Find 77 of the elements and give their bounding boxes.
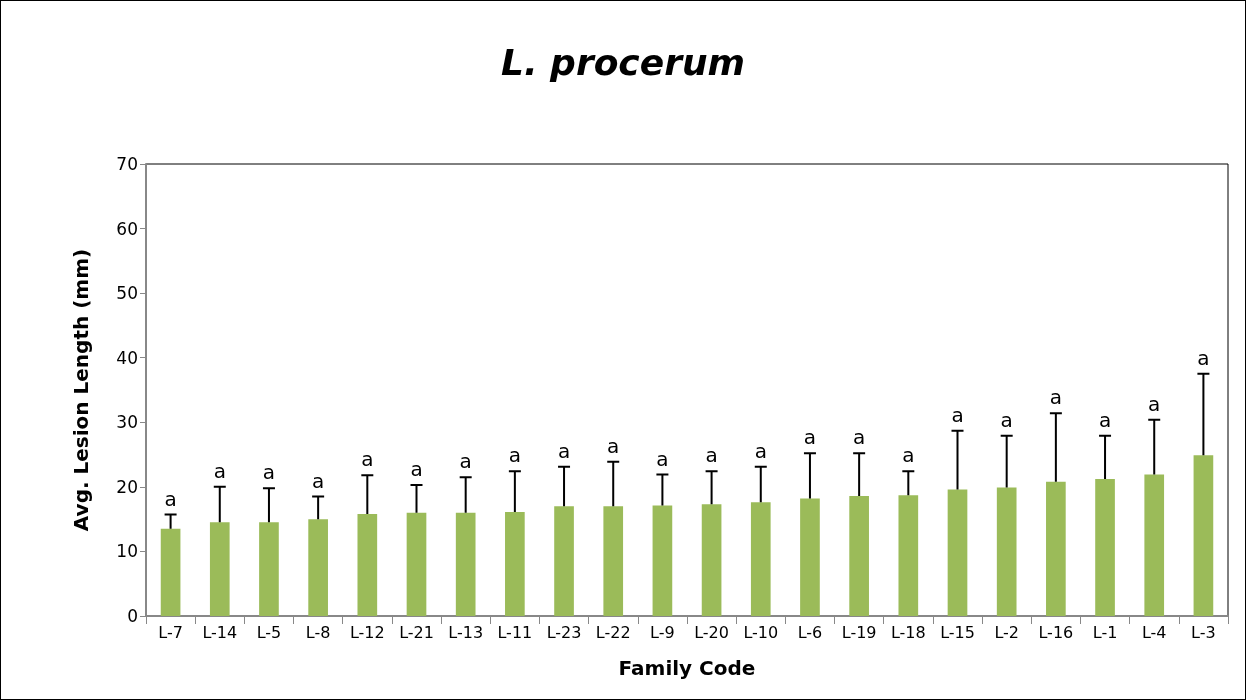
bar [308,519,328,616]
bar [1046,481,1066,616]
bar [996,487,1017,616]
annotation: a [262,460,276,485]
bar [1193,455,1214,616]
x-tick-label: L-14 [202,622,238,642]
bar [259,522,279,616]
annotation: a [853,425,866,450]
annotation: a [410,456,423,481]
annotation: a [607,433,620,458]
annotation: a [508,443,521,468]
x-tick-label: L-5 [256,622,282,642]
bar [1095,479,1115,616]
x-tick-label: L-8 [305,622,331,642]
annotation: a [902,443,915,468]
y-tick-label: 30 [116,412,138,433]
bar [160,528,181,616]
annotation: a [164,486,177,511]
annotation: a [1148,391,1161,416]
y-tick-label: 40 [116,347,138,368]
x-tick-label: L-16 [1038,622,1074,642]
bar [209,522,230,616]
bar [652,505,673,616]
annotation: a [1197,345,1210,370]
x-tick-label: L-15 [940,622,975,642]
x-tick-label: L-6 [797,622,823,642]
chart-title: L. procerum [500,41,746,83]
x-tick-label: L-3 [1191,622,1216,642]
x-tick-label: L-11 [497,622,533,642]
x-tick-label: L-7 [158,622,183,642]
bar [898,495,919,616]
x-tick-label: L-23 [546,622,582,642]
x-tick-label: L-9 [650,622,675,642]
bar [603,506,624,616]
bar [505,512,525,616]
annotation: a [1098,407,1112,432]
bar [554,506,574,616]
x-tick-label: L-18 [890,622,926,642]
annotation: a [705,443,718,468]
x-tick-label: L-13 [448,622,484,642]
x-tick-label: L-20 [694,622,729,642]
y-tick-label: 70 [116,154,138,174]
y-tick-label: 60 [116,218,138,239]
annotation: a [1000,407,1013,432]
annotation: a [1049,385,1062,410]
annotation: a [754,438,767,463]
y-tick-label: 0 [127,606,138,626]
y-axis-title: Avg. Lesion Length (mm) [69,248,93,532]
annotation: a [459,449,472,474]
x-tick-label: L-12 [349,622,385,642]
bar [750,502,771,616]
bar [947,489,968,616]
annotation: a [803,425,817,450]
bar [800,498,820,616]
x-tick-label: L-2 [994,622,1019,642]
x-tick-label: L-19 [841,622,877,642]
y-tick-label: 50 [116,283,138,304]
bar [357,513,378,616]
annotation: a [557,438,571,463]
annotation: a [213,458,226,483]
y-tick-label: 20 [116,476,138,497]
y-tick-label: 10 [116,541,138,562]
annotation: a [951,402,964,427]
x-tick-label: L-1 [1092,622,1118,642]
bar [701,504,722,616]
bar [406,512,427,616]
annotation: a [312,468,325,493]
bar [1144,474,1165,616]
x-tick-label: L-4 [1141,622,1167,642]
bar [849,495,869,616]
x-tick-label: L-22 [595,622,631,642]
annotation: a [361,447,374,472]
x-tick-label: L-10 [743,622,779,642]
annotation: a [656,446,669,471]
x-axis-title: Family Code [618,656,756,680]
bar [455,512,476,616]
x-tick-label: L-21 [399,622,434,642]
